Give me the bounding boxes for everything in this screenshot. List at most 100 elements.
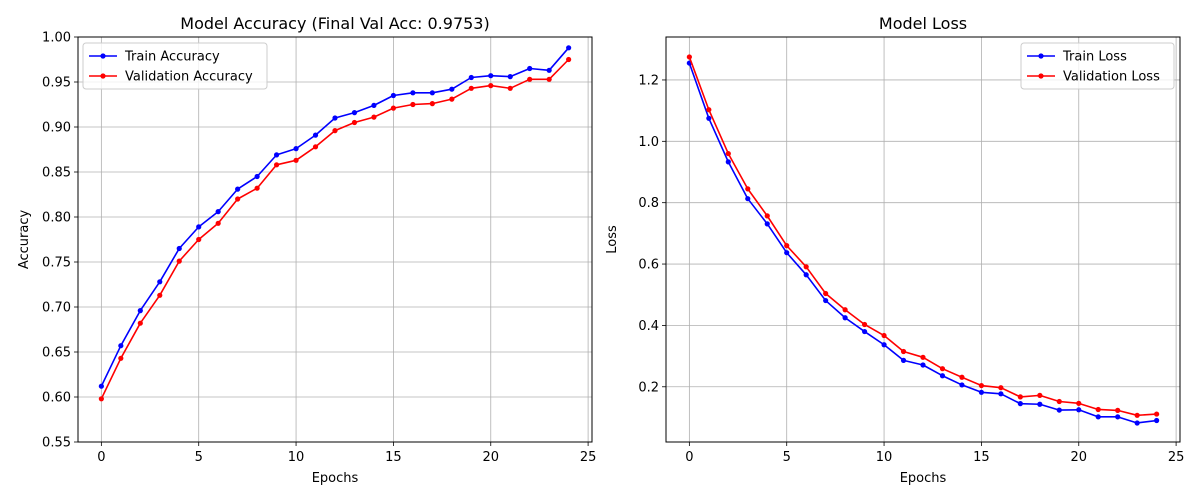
accuracy-chart-title: Model Accuracy (Final Val Acc: 0.9753) <box>180 14 489 33</box>
loss-series-train-point <box>861 328 868 335</box>
loss-series-validation-point <box>1095 406 1101 413</box>
loss-series-validation-point <box>1017 394 1023 400</box>
loss-series-validation-point <box>725 150 731 157</box>
loss-x-tick-label: 25 <box>1168 450 1185 465</box>
accuracy-plot-frame <box>77 36 593 443</box>
accuracy-series-train-point <box>157 279 163 285</box>
loss-series-validation-point <box>745 186 751 192</box>
loss-series-train-point <box>978 389 985 395</box>
loss-series-validation-point <box>1134 412 1140 418</box>
loss-series-validation-point <box>998 385 1004 391</box>
loss-series-validation-point <box>939 366 946 372</box>
loss-series-validation-point <box>784 243 790 249</box>
accuracy-legend-validation-marker <box>100 73 106 79</box>
loss-series-validation-point <box>1154 411 1160 417</box>
loss-series-train-point <box>1095 414 1101 420</box>
loss-legend-box <box>1020 42 1175 90</box>
accuracy-series-validation-point <box>468 85 474 91</box>
loss-series-validation-point <box>1115 407 1121 413</box>
loss-series-train-point <box>1037 401 1043 407</box>
accuracy-y-tick-label: 0.95 <box>42 76 71 91</box>
accuracy-series <box>98 45 572 402</box>
accuracy-series-train-point <box>546 67 552 73</box>
loss-series-train-point <box>784 250 790 256</box>
accuracy-chart: 0 5 10 15 20 25 0.55 0.60 0.65 0.70 0.75 0.80 0.85 0.… <box>17 14 596 486</box>
accuracy-x-tick-label: 15 <box>385 450 402 465</box>
accuracy-series-train-point <box>254 173 260 180</box>
loss-series-validation-point <box>959 374 965 380</box>
accuracy-y-tick-label: 0.65 <box>42 346 71 361</box>
loss-y-tick-label: 1.2 <box>638 73 659 88</box>
loss-x-tick-label: 0 <box>685 450 693 465</box>
loss-y-axis-label: Loss <box>605 225 620 254</box>
accuracy-series-validation-point <box>449 96 455 102</box>
accuracy-series-validation-point <box>507 85 513 91</box>
loss-series-train-point <box>881 342 887 348</box>
loss-legend-validation-label: Validation Loss <box>1063 70 1160 85</box>
accuracy-series-validation-point <box>527 76 533 82</box>
loss-series-train-point <box>842 315 848 321</box>
accuracy-x-tick-label: 25 <box>580 450 597 465</box>
accuracy-y-tick-label: 0.70 <box>42 301 71 316</box>
accuracy-legend: Train Accuracy Validation Accuracy <box>82 42 268 90</box>
accuracy-series-validation-point <box>196 236 202 243</box>
accuracy-series-validation-point <box>98 396 104 402</box>
accuracy-series-validation-point <box>176 258 182 264</box>
accuracy-y-tick-label: 0.55 <box>42 436 71 451</box>
accuracy-series-validation-point <box>254 185 260 191</box>
accuracy-x-tick-label: 5 <box>195 450 203 465</box>
accuracy-series-train-point <box>312 132 319 138</box>
accuracy-series-validation-point <box>273 162 280 168</box>
loss-series-train-point <box>1154 417 1160 424</box>
accuracy-y-tick-label: 0.80 <box>42 211 71 226</box>
loss-series <box>686 54 1160 426</box>
accuracy-ticks: 0 5 10 15 20 25 0.55 0.60 0.65 0.70 0.75 0.80 0.85 0.… <box>42 31 596 466</box>
accuracy-series-train-point <box>566 45 572 51</box>
accuracy-x-axis-label: Epochs <box>312 471 359 486</box>
accuracy-series-validation-point <box>546 76 552 82</box>
loss-series-validation-point <box>842 307 848 313</box>
accuracy-series-validation-point <box>410 101 416 108</box>
loss-series-train-point <box>823 297 829 304</box>
loss-series-validation-point <box>881 332 887 339</box>
loss-series-validation-point <box>803 264 809 270</box>
accuracy-series-validation-point <box>488 83 494 89</box>
accuracy-series-validation-point <box>137 320 143 326</box>
loss-series-train-point <box>900 357 907 363</box>
accuracy-series-train-point <box>410 90 416 96</box>
loss-x-tick-label: 15 <box>973 450 990 465</box>
accuracy-series-validation-point <box>351 119 358 126</box>
accuracy-series-train-point <box>468 74 474 81</box>
loss-x-tick-label: 20 <box>1070 450 1087 465</box>
loss-plot-frame <box>665 36 1181 443</box>
accuracy-series-validation-point <box>429 101 435 107</box>
loss-series-validation-point <box>823 290 829 297</box>
loss-series-validation-point <box>1076 400 1082 406</box>
loss-series-train-point <box>706 115 712 121</box>
loss-series-validation-point <box>686 54 692 60</box>
accuracy-series-train-point <box>429 90 435 96</box>
accuracy-legend-train-label: Train Accuracy <box>124 50 220 65</box>
loss-series-train-point <box>939 373 946 379</box>
accuracy-series-validation-point <box>390 105 397 111</box>
loss-series-validation-point <box>706 107 712 113</box>
loss-legend: Train Loss Validation Loss <box>1020 42 1175 90</box>
accuracy-y-tick-label: 0.85 <box>42 166 71 181</box>
accuracy-series-validation-point <box>157 292 163 298</box>
accuracy-y-tick-label: 0.75 <box>42 256 71 271</box>
loss-series-train-point <box>1076 407 1082 413</box>
loss-chart-title: Model Loss <box>879 14 967 33</box>
accuracy-series-train-point <box>332 115 338 121</box>
accuracy-series-train-point <box>527 65 533 72</box>
loss-x-axis-label: Epochs <box>900 471 947 486</box>
accuracy-series-validation-point <box>293 157 299 163</box>
loss-legend-train-marker <box>1038 53 1044 59</box>
accuracy-y-axis-label: Accuracy <box>17 210 32 270</box>
accuracy-legend-box <box>82 42 268 90</box>
loss-series-validation-point <box>1037 392 1043 398</box>
loss-series-validation-point <box>900 348 907 355</box>
accuracy-series-train-point <box>273 152 280 158</box>
accuracy-legend-train-marker <box>100 53 106 59</box>
accuracy-grid <box>78 36 592 443</box>
